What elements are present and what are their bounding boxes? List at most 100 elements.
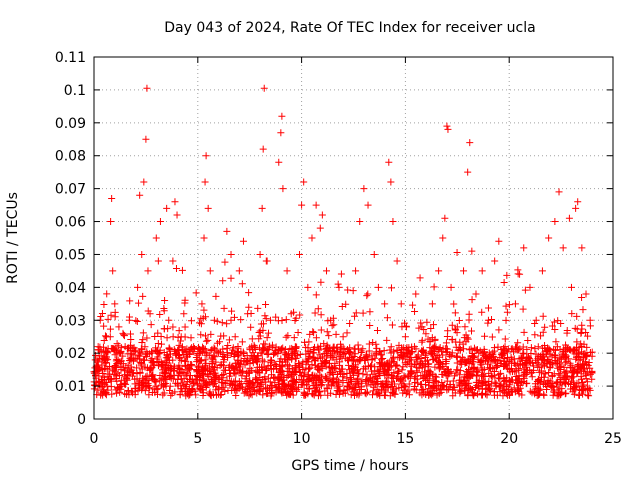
data-point bbox=[350, 386, 358, 394]
data-marks bbox=[90, 84, 596, 400]
data-point bbox=[145, 376, 153, 384]
data-point bbox=[418, 347, 426, 355]
data-point bbox=[159, 375, 167, 383]
data-point bbox=[443, 122, 451, 130]
data-point bbox=[489, 349, 497, 357]
data-point bbox=[237, 316, 245, 324]
data-point bbox=[288, 370, 296, 378]
data-point bbox=[272, 343, 280, 351]
data-point bbox=[444, 125, 452, 133]
data-point bbox=[383, 381, 391, 389]
data-point bbox=[263, 334, 271, 342]
data-point bbox=[418, 338, 426, 346]
data-point bbox=[346, 369, 354, 377]
data-point bbox=[99, 369, 107, 377]
data-point bbox=[329, 354, 337, 362]
data-point bbox=[495, 370, 503, 378]
data-point bbox=[258, 356, 266, 364]
data-point bbox=[178, 343, 186, 351]
data-point bbox=[138, 379, 146, 387]
data-point bbox=[332, 365, 340, 373]
data-point bbox=[377, 356, 385, 364]
data-point bbox=[296, 311, 304, 319]
data-point bbox=[158, 340, 166, 348]
data-point bbox=[220, 358, 228, 366]
data-point bbox=[174, 372, 182, 380]
data-point bbox=[511, 300, 519, 308]
data-point bbox=[493, 362, 501, 370]
data-point bbox=[573, 312, 581, 320]
data-point bbox=[228, 346, 236, 354]
data-point bbox=[121, 343, 129, 351]
data-point bbox=[467, 327, 475, 335]
data-point bbox=[323, 267, 331, 275]
data-point bbox=[383, 336, 391, 344]
data-point bbox=[484, 304, 492, 312]
data-point bbox=[112, 375, 120, 383]
data-point bbox=[382, 388, 390, 396]
data-point bbox=[545, 369, 553, 377]
data-point bbox=[213, 339, 221, 347]
data-point bbox=[204, 336, 212, 344]
data-point bbox=[409, 301, 417, 309]
data-point bbox=[249, 346, 257, 354]
data-point bbox=[344, 286, 352, 294]
data-point bbox=[390, 359, 398, 367]
data-point bbox=[456, 338, 464, 346]
data-point bbox=[400, 382, 408, 390]
data-point bbox=[178, 379, 186, 387]
data-point bbox=[414, 353, 422, 361]
data-point bbox=[193, 365, 201, 373]
data-point bbox=[435, 390, 443, 398]
data-point bbox=[253, 386, 261, 394]
data-point bbox=[161, 357, 169, 365]
data-point bbox=[339, 333, 347, 341]
data-point bbox=[208, 359, 216, 367]
data-point bbox=[196, 319, 204, 327]
data-point bbox=[526, 355, 534, 363]
y-tick-label: 0.08 bbox=[55, 149, 86, 165]
data-point bbox=[435, 267, 443, 275]
data-point bbox=[443, 333, 451, 341]
data-point bbox=[94, 386, 102, 394]
data-point bbox=[262, 347, 270, 355]
data-point bbox=[143, 372, 151, 380]
data-point bbox=[422, 349, 430, 357]
data-point bbox=[322, 362, 330, 370]
data-point bbox=[137, 345, 145, 353]
data-point bbox=[538, 267, 546, 275]
data-point bbox=[196, 384, 204, 392]
data-point bbox=[562, 341, 570, 349]
data-point bbox=[559, 244, 567, 252]
y-tick-label: 0.04 bbox=[55, 280, 86, 296]
data-point bbox=[262, 366, 270, 374]
data-point bbox=[575, 350, 583, 358]
data-point bbox=[133, 355, 141, 363]
data-point bbox=[344, 356, 352, 364]
data-point bbox=[135, 299, 143, 307]
data-point bbox=[199, 314, 207, 322]
y-tick-label: 0.1 bbox=[64, 83, 86, 99]
data-point bbox=[200, 306, 208, 314]
data-point bbox=[169, 356, 177, 364]
y-tick-label: 0.05 bbox=[55, 247, 86, 263]
data-point bbox=[450, 372, 458, 380]
data-point bbox=[244, 310, 252, 318]
data-point bbox=[429, 321, 437, 329]
data-point bbox=[572, 204, 580, 212]
data-point bbox=[215, 349, 223, 357]
data-point bbox=[540, 378, 548, 386]
data-point bbox=[534, 360, 542, 368]
data-point bbox=[142, 135, 150, 143]
data-point bbox=[548, 322, 556, 330]
data-point bbox=[212, 382, 220, 390]
data-point bbox=[325, 332, 333, 340]
data-point bbox=[574, 349, 582, 357]
data-point bbox=[510, 384, 518, 392]
data-point bbox=[490, 391, 498, 399]
data-point bbox=[225, 336, 233, 344]
data-point bbox=[387, 178, 395, 186]
data-point bbox=[387, 343, 395, 351]
data-point bbox=[166, 345, 174, 353]
